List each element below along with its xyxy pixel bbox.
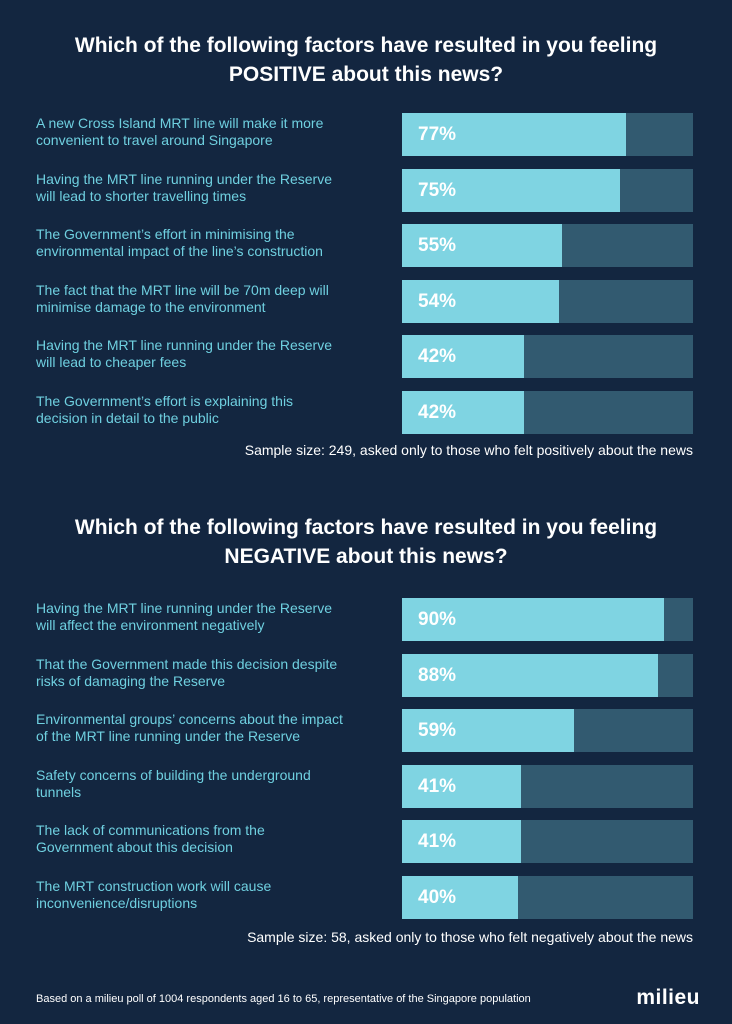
category-label-line: inconvenience/disruptions	[36, 895, 198, 911]
category-label-line: tunnels	[36, 783, 82, 800]
bar-track: 90%	[402, 598, 693, 641]
chart-title-line: POSITIVE about this news?	[228, 63, 504, 86]
category-label-line: convenient to travel around Singapore	[36, 132, 273, 148]
category-label: Safety concerns of building the undergro…	[36, 767, 394, 801]
chart-title: Which of the following factors have resu…	[0, 31, 732, 89]
value-label: 41%	[418, 775, 457, 797]
value-label: 90%	[418, 609, 457, 630]
bar-track: 77%	[402, 113, 693, 156]
bar-row: The Government’s effort is explaining th…	[0, 391, 732, 434]
category-label-line: The lack of communications from the	[36, 822, 265, 839]
bar	[402, 764, 522, 808]
category-label-line: Having the MRT line running under the Re…	[36, 600, 332, 616]
bar	[402, 876, 519, 919]
bar-track: 41%	[402, 764, 693, 808]
value-label: 40%	[418, 887, 457, 908]
bar-row: The Government’s effort in minimising th…	[0, 224, 732, 268]
bar-track: 42%	[402, 391, 693, 434]
sample-size-note: Sample size: 58, asked only to those who…	[247, 929, 693, 945]
value-label: 59%	[418, 720, 457, 742]
category-label-line: The Government’s effort in minimising th…	[36, 226, 295, 243]
bar-row: A new Cross Island MRT line will make it…	[0, 113, 732, 156]
category-label-line: will lead to cheaper fees	[36, 354, 187, 371]
value-label: 41%	[418, 831, 457, 853]
category-label: The Government’s effort in minimising th…	[36, 226, 394, 260]
category-label-line: decision in detail to the public	[36, 410, 219, 426]
chart-title: Which of the following factors have resu…	[0, 513, 732, 571]
bar-track: 88%	[402, 653, 693, 697]
sample-size-note: Sample size: 249, asked only to those wh…	[244, 442, 693, 458]
bar-row: That the Government made this decision d…	[0, 653, 732, 697]
category-label-line: of the MRT line running under the Reserv…	[36, 728, 301, 745]
category-label: Having the MRT line running under the Re…	[36, 600, 394, 634]
value-label: 88%	[418, 664, 457, 686]
bar	[402, 279, 560, 323]
bar-track: 41%	[402, 820, 693, 864]
bar-row: Having the MRT line running under the Re…	[0, 598, 732, 641]
category-label-line: Having the MRT line running under the Re…	[36, 337, 332, 354]
value-label: 54%	[418, 290, 457, 312]
bar-row: The MRT construction work will cause inco…	[0, 876, 732, 919]
category-label: That the Government made this decision d…	[36, 656, 394, 690]
category-label: A new Cross Island MRT line will make it…	[36, 115, 394, 149]
category-label-line: will affect the environment negatively	[36, 617, 265, 633]
bar-track: 54%	[402, 279, 693, 323]
category-label-line: minimise damage to the environment	[36, 298, 266, 315]
bar-track: 42%	[402, 335, 693, 379]
bar-track: 55%	[402, 224, 693, 268]
value-label: 42%	[418, 346, 457, 368]
category-label-line: That the Government made this decision d…	[36, 655, 338, 672]
bar-row: The fact that the MRT line will be 70m d…	[0, 279, 732, 323]
bar-row: Environmental groups’ concerns about the…	[0, 709, 732, 753]
category-label-line: environmental impact of the line’s const…	[36, 243, 323, 260]
bar-track: 59%	[402, 709, 693, 753]
bar-row: The lack of communications from the Gover…	[0, 820, 732, 864]
value-label: 75%	[418, 179, 457, 201]
bar	[402, 113, 627, 156]
category-label: Environmental groups’ concerns about the…	[36, 711, 394, 745]
bar-row: Safety concerns of building the undergro…	[0, 764, 732, 808]
category-label: Having the MRT line running under the Re…	[36, 337, 394, 371]
bar	[402, 820, 522, 864]
footer-note: Based on a milieu poll of 1004 responden…	[36, 993, 531, 1005]
bar	[402, 598, 664, 641]
bar	[402, 391, 525, 434]
category-label-line: The MRT construction work will cause	[36, 878, 272, 894]
category-label-line: Environmental groups’ concerns about the…	[36, 711, 343, 728]
chart-title-line: NEGATIVE about this news?	[224, 545, 508, 568]
value-label: 55%	[418, 235, 457, 257]
category-label: The lack of communications from the Gover…	[36, 822, 394, 856]
category-label: The MRT construction work will cause inco…	[36, 878, 394, 912]
category-label-line: will lead to shorter travelling times	[36, 187, 247, 204]
category-label-line: Government about this decision	[36, 839, 233, 856]
milieu-logo: milieu	[636, 986, 700, 1009]
category-label-line: The Government’s effort is explaining th…	[36, 393, 294, 409]
chart-title-line: Which of the following factors have resu…	[74, 516, 658, 539]
bar-track: 75%	[402, 168, 693, 212]
category-label-line: Safety concerns of building the undergro…	[36, 766, 311, 783]
category-label: The Government’s effort is explaining th…	[36, 393, 394, 427]
category-label-line: risks of damaging the Reserve	[36, 672, 226, 689]
bar	[402, 335, 525, 379]
category-label-line: The fact that the MRT line will be 70m d…	[36, 281, 329, 298]
category-label: The fact that the MRT line will be 70m d…	[36, 282, 394, 316]
bar-track: 40%	[402, 876, 693, 919]
bar	[402, 653, 659, 697]
bar-row: Having the MRT line running under the Re…	[0, 335, 732, 379]
bar	[402, 709, 574, 753]
category-label-line: Having the MRT line running under the Re…	[36, 170, 332, 187]
bar-row: Having the MRT line running under the Re…	[0, 168, 732, 212]
bar	[402, 224, 563, 268]
chart-title-line: Which of the following factors have resu…	[74, 34, 658, 57]
category-label-line: A new Cross Island MRT line will make it…	[36, 115, 324, 131]
bar	[402, 168, 621, 212]
category-label: Having the MRT line running under the Re…	[36, 171, 394, 205]
value-label: 77%	[418, 124, 457, 145]
value-label: 42%	[418, 402, 457, 423]
